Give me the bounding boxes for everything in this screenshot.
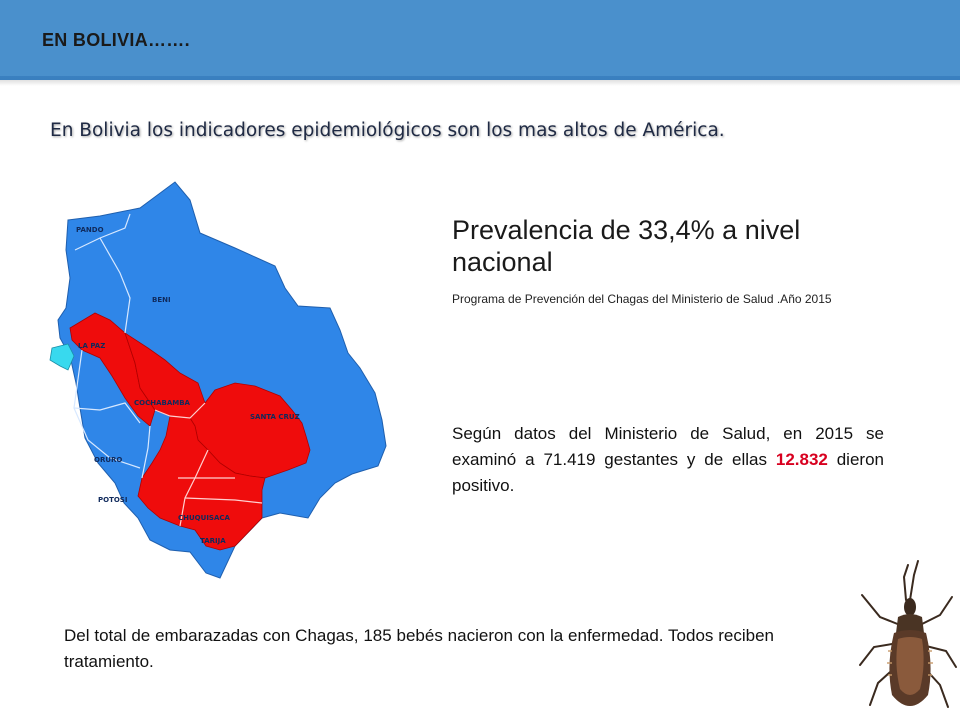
paragraph-text-before: Según datos del Ministerio de Salud, en … xyxy=(452,424,884,469)
births-statement: Del total de embarazadas con Chagas, 185… xyxy=(64,626,774,671)
slide-title: EN BOLIVIA……. xyxy=(42,30,190,50)
header-bar xyxy=(0,0,960,80)
paragraph-text-after: dieron positivo. xyxy=(452,450,884,495)
map-label-chuquisaca: CHUQUISACA xyxy=(178,514,231,522)
map-region-red-south xyxy=(137,415,266,551)
map-department-borders xyxy=(73,213,151,479)
bolivia-map: PANDO BENI LA PAZ COCHABAMBA SANTA CRUZ … xyxy=(30,178,420,593)
map-endemic-borders xyxy=(154,402,263,527)
map-label-cochabamba: COCHABAMBA xyxy=(134,399,191,407)
kissing-bug-icon xyxy=(859,560,957,708)
source-note: Programa de Prevención del Chagas del Mi… xyxy=(452,292,832,306)
bug-head xyxy=(904,598,916,616)
map-label-la-paz: LA PAZ xyxy=(78,342,105,350)
bolivia-map-svg: PANDO BENI LA PAZ COCHABAMBA SANTA CRUZ … xyxy=(49,181,387,579)
map-label-beni: BENI xyxy=(152,296,171,304)
prevalence-statement: Prevalencia de 33,4% a nivel nacional xyxy=(452,215,801,277)
map-label-pando: PANDO xyxy=(76,226,104,234)
headline: En Bolivia los indicadores epidemiológic… xyxy=(50,120,725,141)
bug-abdomen-inner xyxy=(896,637,924,695)
kissing-bug-image xyxy=(848,555,960,720)
map-label-santa-cruz: SANTA CRUZ xyxy=(250,413,300,421)
map-label-potosi: POTOSI xyxy=(98,496,127,504)
header-bar-fill xyxy=(0,0,960,76)
positive-count-highlight: 12.832 xyxy=(775,450,828,469)
bug-thorax xyxy=(896,614,924,635)
map-lake-titicaca xyxy=(49,343,75,371)
ministry-data-paragraph: Según datos del Ministerio de Salud, en … xyxy=(452,421,884,499)
map-label-oruro: ORURO xyxy=(94,456,122,464)
map-label-tarija: TARIJA xyxy=(200,537,226,545)
